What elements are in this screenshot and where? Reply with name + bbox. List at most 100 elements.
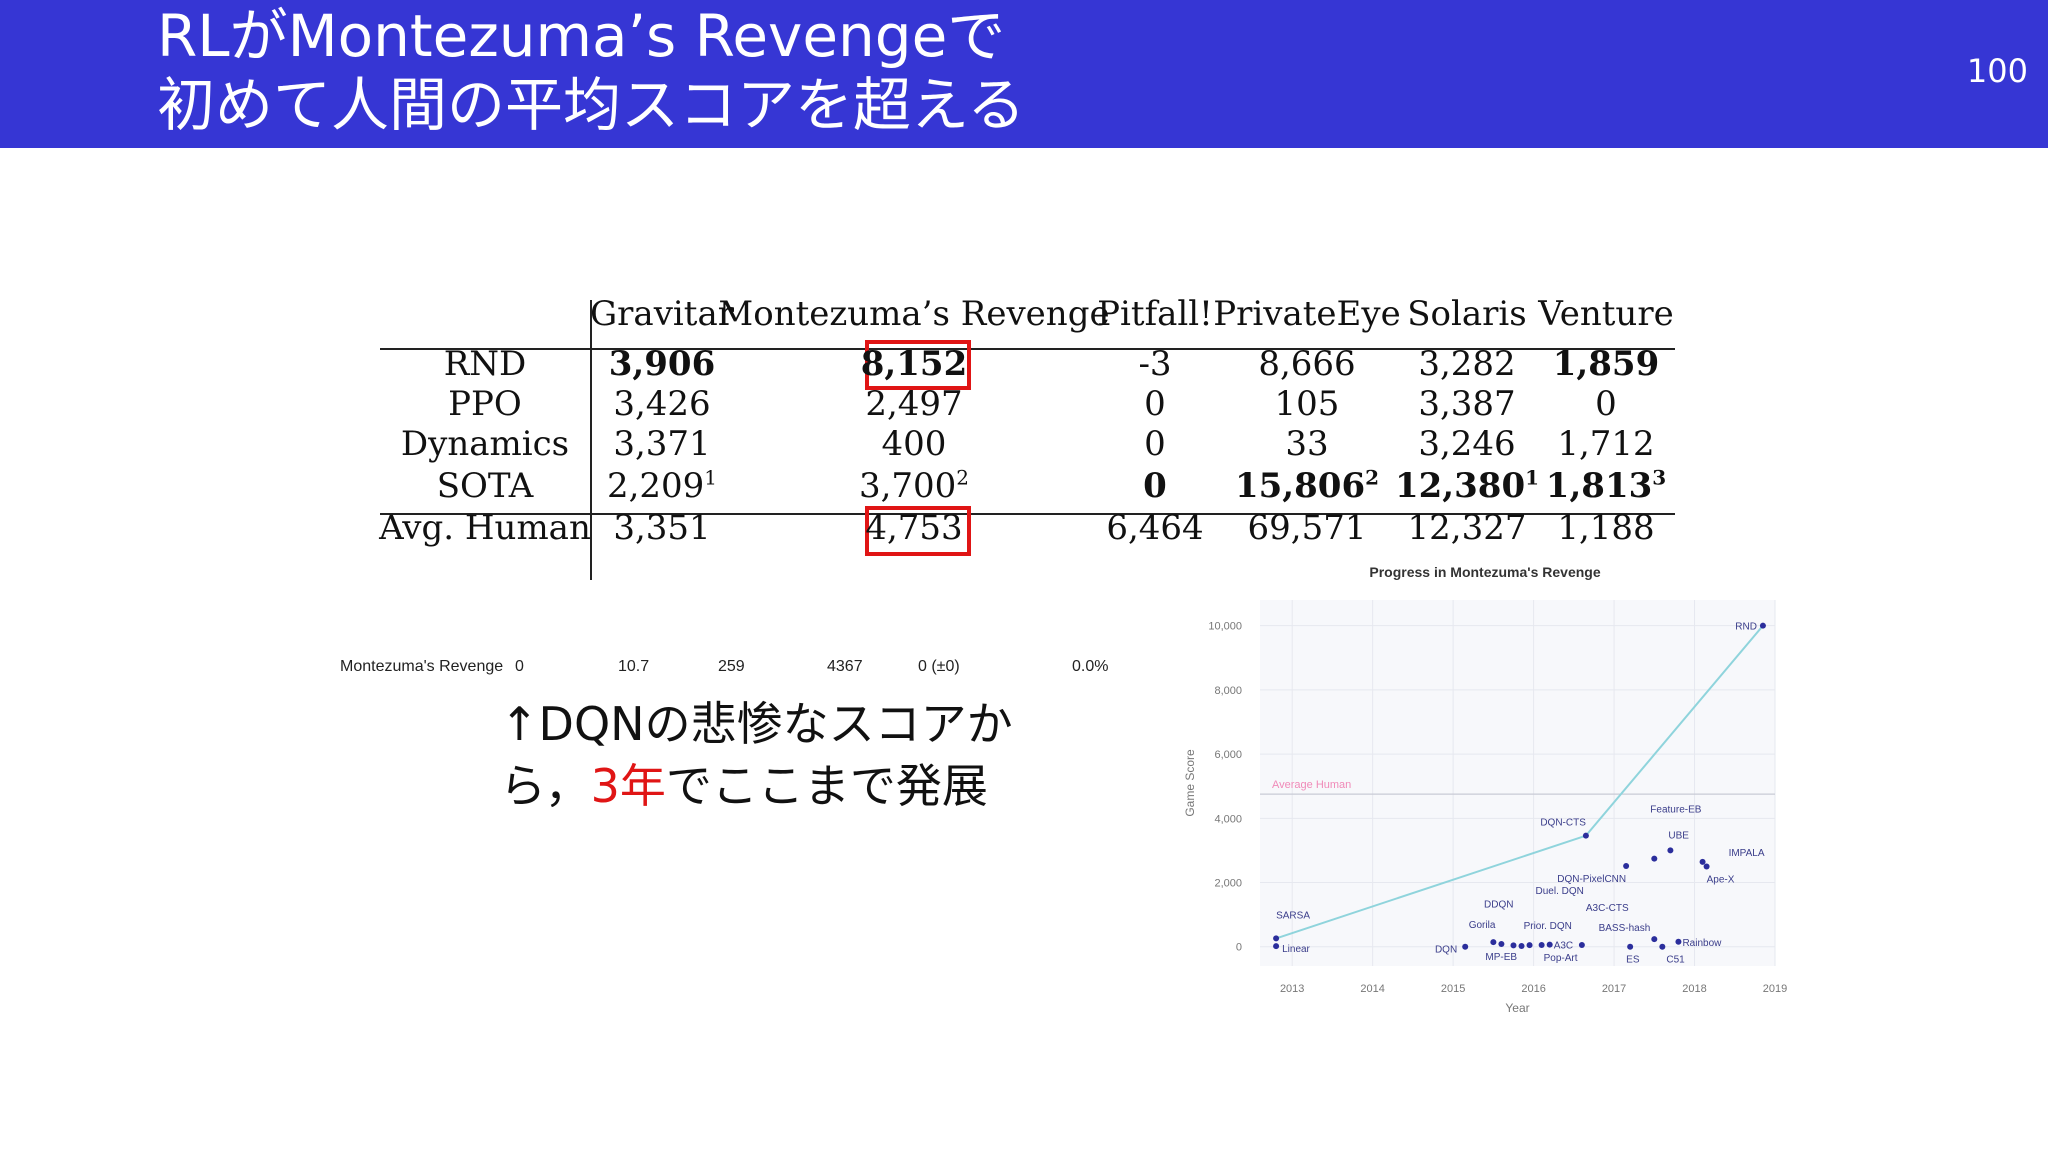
annotation-line2-start: ら， xyxy=(500,759,591,813)
data-point xyxy=(1759,622,1766,629)
footnote-marker: 2 xyxy=(956,465,970,490)
point-label: ES xyxy=(1626,955,1640,966)
y-tick-label: 10,000 xyxy=(1208,621,1242,633)
footnote-marker: 3 xyxy=(1652,465,1667,490)
annotation-line2: ら，3年でここまで発展 xyxy=(500,755,1013,817)
table-cell: 69,571 xyxy=(1247,508,1367,548)
y-tick-label: 4,000 xyxy=(1214,813,1242,825)
annotation-text: ↑DQNの悲惨なスコアか ら，3年でここまで発展 xyxy=(500,693,1013,817)
slide-title-line1: RLがMontezuma’s Revengeで xyxy=(157,2,1006,70)
data-point xyxy=(1703,863,1710,870)
y-tick-label: 0 xyxy=(1236,942,1242,954)
data-point xyxy=(1675,938,1682,945)
annotation-line1: ↑DQNの悲惨なスコアか xyxy=(500,697,1013,751)
table-cell: 3,351 xyxy=(613,508,711,548)
data-point xyxy=(1651,936,1658,943)
table-cell: 8,666 xyxy=(1258,344,1356,384)
table-cell: 1,8133 xyxy=(1545,465,1667,506)
highlight-box-rnd xyxy=(865,340,971,390)
x-axis-label: Year xyxy=(1505,1001,1529,1015)
table-rule-top xyxy=(380,348,1675,350)
footnote-marker: 1 xyxy=(704,465,718,490)
data-point xyxy=(1651,855,1658,862)
table-cell: 12,3801 xyxy=(1394,465,1540,506)
table-rule-vertical xyxy=(590,300,592,580)
data-point xyxy=(1462,943,1469,950)
x-tick-label: 2018 xyxy=(1682,983,1706,995)
progress-chart: 0 2,000 4,000 6,000 8,000 10,000 2013 2014 2015 2… xyxy=(1183,600,1787,1015)
point-label: Gorila xyxy=(1469,920,1496,931)
point-label: Pop-Art xyxy=(1544,953,1578,964)
row-label: RND xyxy=(443,344,527,384)
table-cell: 0 xyxy=(1144,424,1166,464)
row-label: SOTA xyxy=(436,466,534,506)
y-tick-label: 8,000 xyxy=(1214,685,1242,697)
point-label: Duel. DQN xyxy=(1536,886,1584,897)
point-label: A3C-CTS xyxy=(1586,903,1629,914)
table-cell: 400 xyxy=(881,424,947,464)
dqn-game-label: Montezuma's Revenge xyxy=(340,658,504,675)
footnote-marker: 2 xyxy=(1365,465,1380,490)
slide-title-line2: 初めて人間の平均スコアを超える xyxy=(157,71,1026,139)
y-tick-label: 2,000 xyxy=(1214,878,1242,890)
data-point xyxy=(1582,832,1589,839)
chart-title: Progress in Montezuma's Revenge xyxy=(1369,564,1601,580)
point-label: Feature-EB xyxy=(1650,805,1701,816)
point-label: BASS-hash xyxy=(1599,923,1651,934)
x-tick-label: 2017 xyxy=(1602,983,1626,995)
data-point xyxy=(1667,847,1674,854)
point-label: UBE xyxy=(1668,830,1689,841)
highlight-box-human xyxy=(865,506,971,556)
table-cell: 1,188 xyxy=(1557,508,1655,548)
column-header: PrivateEye xyxy=(1213,294,1401,334)
data-point xyxy=(1510,942,1517,949)
data-point xyxy=(1538,942,1545,949)
row-label: Dynamics xyxy=(400,424,570,464)
column-header: Montezuma’s Revenge xyxy=(718,294,1110,334)
table-rule-middle xyxy=(380,513,1675,515)
table-cell: 8,152 xyxy=(860,344,968,384)
dqn-value: 259 xyxy=(718,658,745,675)
table-cell: 1,712 xyxy=(1557,424,1655,464)
annotation-highlight: 3年 xyxy=(590,759,666,813)
point-label: C51 xyxy=(1666,955,1685,966)
point-label: DQN xyxy=(1435,945,1457,956)
point-label: MP-EB xyxy=(1485,952,1517,963)
table-cell: 0 xyxy=(1144,384,1166,424)
table-cell: 1,859 xyxy=(1552,344,1660,384)
footnote-marker: 1 xyxy=(1525,465,1540,490)
dqn-value: 10.7 xyxy=(618,658,650,675)
data-point xyxy=(1526,942,1533,949)
column-header: Gravitar xyxy=(590,294,734,334)
data-point xyxy=(1699,858,1706,865)
point-label: A3C xyxy=(1554,941,1573,952)
x-tick-label: 2013 xyxy=(1280,983,1304,995)
data-point xyxy=(1518,943,1525,950)
point-label: Prior. DQN xyxy=(1524,921,1572,932)
data-point xyxy=(1627,943,1634,950)
annotation-line2-end: でここまで発展 xyxy=(665,759,988,813)
table-cell: 15,8062 xyxy=(1234,465,1380,506)
results-table: Gravitar Montezuma’s Revenge Pitfall! Priva… xyxy=(379,290,1675,580)
data-point xyxy=(1546,941,1553,948)
dqn-value: 0 xyxy=(515,658,524,675)
x-tick-label: 2016 xyxy=(1521,983,1545,995)
point-label: Ape-X xyxy=(1707,874,1735,885)
table-cell: 3,906 xyxy=(608,344,716,384)
dqn-value: 0 (±0) xyxy=(918,658,960,675)
plot-area xyxy=(1260,600,1775,966)
table-cell: 3,246 xyxy=(1418,424,1516,464)
data-point xyxy=(1490,939,1497,946)
point-label: DQN-PixelCNN xyxy=(1557,874,1626,885)
table-cell: 0 xyxy=(1595,384,1617,424)
table-cell: -3 xyxy=(1138,344,1172,384)
data-point xyxy=(1273,935,1280,942)
column-header: Solaris xyxy=(1407,294,1527,334)
title-bar: RLがMontezuma’s Revengeで 初めて人間の平均スコアを超える … xyxy=(0,0,2048,148)
column-header: Venture xyxy=(1538,294,1674,334)
x-tick-label: 2019 xyxy=(1763,983,1787,995)
data-point xyxy=(1498,941,1505,948)
slide-title: RLがMontezuma’s Revengeで 初めて人間の平均スコアを超える xyxy=(157,2,1025,140)
point-label: Linear xyxy=(1282,944,1310,955)
table-cell: 12,327 xyxy=(1407,508,1527,548)
